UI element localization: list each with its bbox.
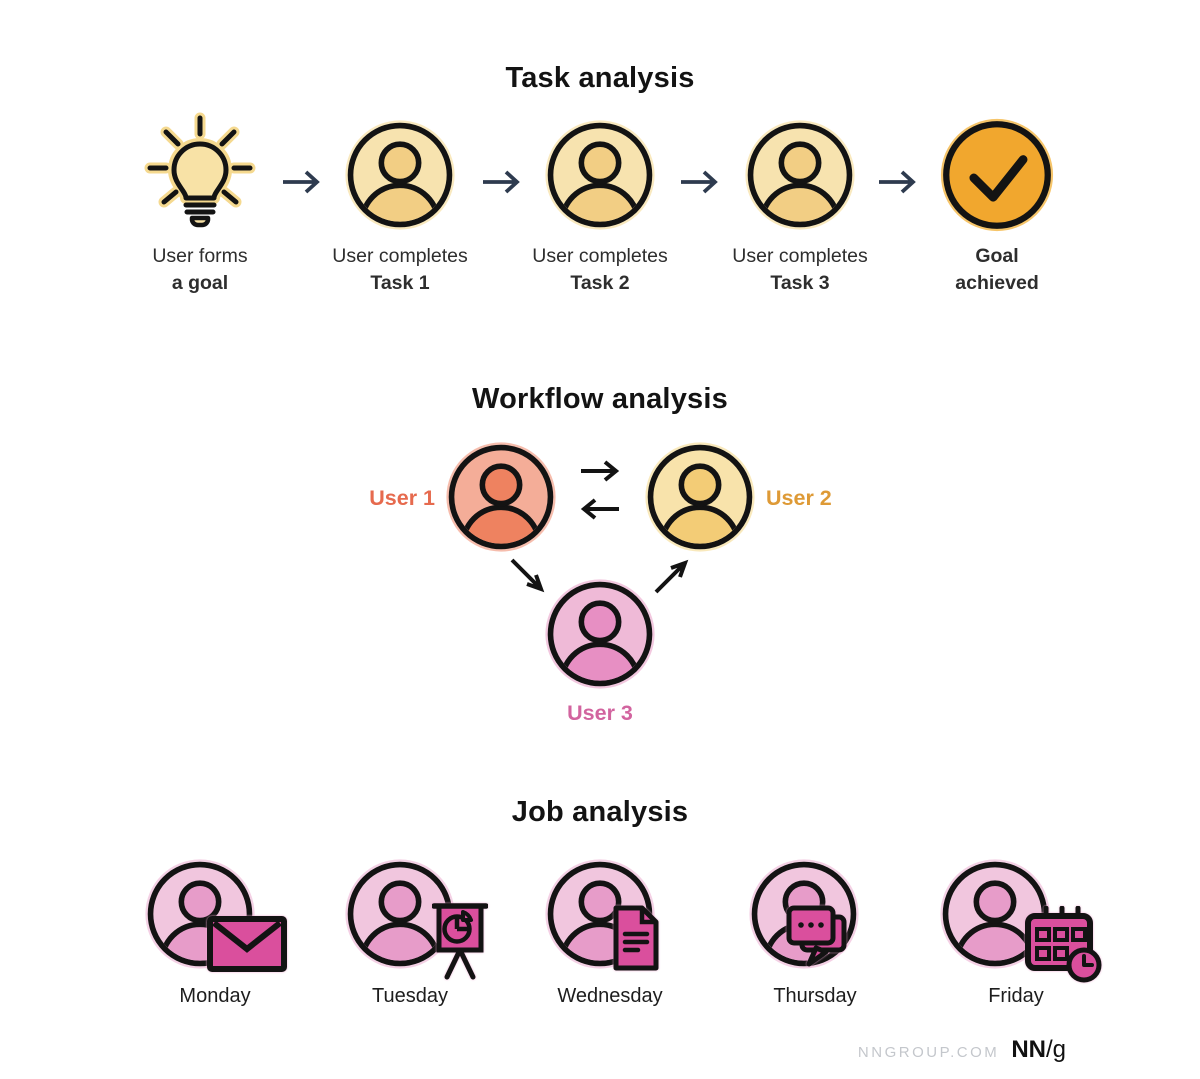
task-step-label: User completes Task 3 <box>732 245 868 294</box>
calendar-clock-icon <box>1025 906 1102 983</box>
user-avatar-icon <box>344 119 456 231</box>
footer: NNGROUP.COM NN/g <box>0 1036 1066 1064</box>
arrow-left-icon <box>580 498 619 520</box>
task-step-label: User forms a goal <box>152 245 248 294</box>
day-label-thursday: Thursday <box>773 985 857 1007</box>
day-label-friday: Friday <box>988 985 1044 1007</box>
job-analysis-title: Job analysis <box>511 796 689 828</box>
flow-arrow-icon <box>679 168 723 196</box>
nng-logo: NN/g <box>1011 1036 1066 1063</box>
lightbulb-icon <box>144 112 256 228</box>
envelope-icon <box>207 916 287 972</box>
task-analysis-title: Task analysis <box>505 62 695 94</box>
presentation-chart-icon <box>432 903 488 980</box>
flow-arrow-icon <box>481 168 525 196</box>
day-label-monday: Monday <box>179 985 251 1007</box>
day-label-wednesday: Wednesday <box>557 985 663 1007</box>
arrow-right-icon <box>581 460 620 482</box>
user1-avatar-icon <box>445 441 557 553</box>
user-avatar-icon <box>744 119 856 231</box>
day-label-tuesday: Tuesday <box>372 985 448 1007</box>
arrow-down-right-icon <box>510 558 545 593</box>
flow-arrow-icon <box>281 168 325 196</box>
arrow-up-right-icon <box>654 559 689 594</box>
user3-label: User 3 <box>567 701 633 725</box>
user1-label: User 1 <box>369 486 435 510</box>
flow-arrow-icon <box>877 168 921 196</box>
nngroup-url-text: NNGROUP.COM <box>857 1044 1000 1061</box>
document-icon <box>613 905 659 971</box>
workflow-analysis-title: Workflow analysis <box>472 383 728 415</box>
task-step-label: User completes Task 2 <box>532 245 668 294</box>
user-avatar-icon <box>544 119 656 231</box>
chat-bubbles-icon <box>786 905 847 967</box>
user2-label: User 2 <box>766 486 832 510</box>
checkmark-icon <box>940 118 1054 232</box>
task-step-label: User completes Task 1 <box>332 245 468 294</box>
goal-achieved-label: Goal achieved <box>955 245 1039 294</box>
user2-avatar-icon <box>644 441 756 553</box>
user3-avatar-icon <box>544 578 656 690</box>
